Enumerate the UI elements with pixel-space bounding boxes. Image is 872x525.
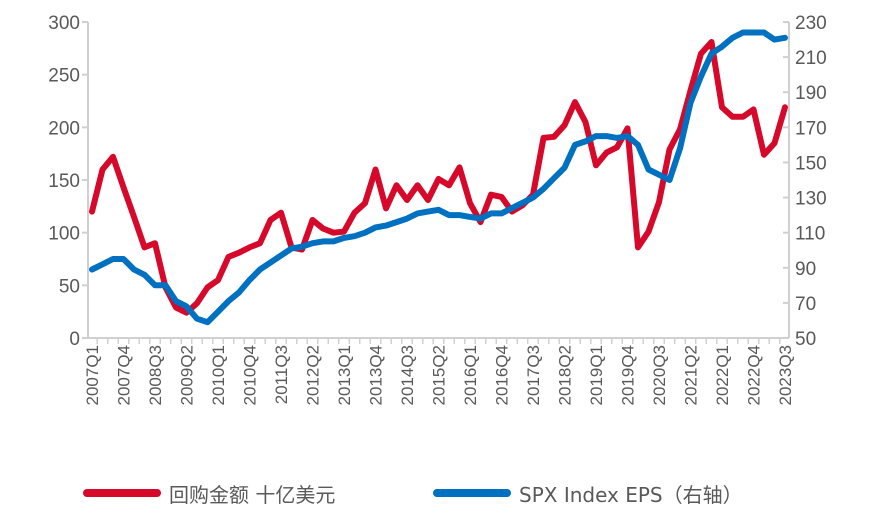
x-axis-tick-label: 2012Q2: [304, 345, 323, 406]
legend-swatch-blue: [433, 489, 511, 497]
axes: 0 50 100 150 200 250 300 50 70 90 110 130 150 170 190 2…: [48, 13, 826, 406]
spx-eps-line: [89, 29, 788, 326]
x-axis-tick-label: 2015Q2: [430, 345, 449, 406]
right-axis-tick-label: 150: [795, 153, 827, 174]
right-axis-tick-label: 110: [795, 224, 825, 245]
x-axis-tick-label: 2010Q4: [241, 345, 260, 406]
left-axis-tick-label: 0: [69, 329, 80, 350]
x-axis-tick-label: 2021Q2: [682, 345, 701, 406]
right-axis-tick-label: 210: [795, 48, 827, 69]
x-axis-tick-label: 2019Q4: [619, 345, 638, 406]
right-axis-tick-label: 230: [795, 13, 827, 34]
legend-item-eps: SPX Index EPS（右轴）: [433, 478, 743, 508]
right-axis-tick-label: 190: [795, 83, 827, 104]
x-axis-tick-label: 2009Q2: [178, 345, 197, 406]
x-axis-tick-label: 2007Q4: [115, 345, 134, 406]
x-axis-tick-label: 2019Q1: [587, 345, 606, 406]
left-axis-tick-label: 150: [48, 171, 80, 192]
x-axis-tick-label: 2013Q1: [335, 345, 354, 406]
legend: 回购金额 十亿美元 SPX Index EPS（右轴）: [0, 478, 872, 508]
x-axis-tick-label: 2018Q2: [556, 345, 575, 406]
x-axis-tick-label: 2010Q1: [209, 345, 228, 406]
legend-label: SPX Index EPS（右轴）: [519, 482, 743, 507]
x-axis-tick-label: 2023Q3: [776, 345, 795, 406]
x-axis-tick-label: 2016Q4: [493, 345, 512, 406]
left-axis-tick-label: 300: [48, 13, 80, 34]
right-axis-tick-label: 70: [795, 294, 816, 315]
x-axis-tick-label: 2013Q4: [367, 345, 386, 406]
legend-label: 回购金额 十亿美元: [169, 482, 336, 507]
x-axis-tick-label: 2022Q1: [713, 345, 732, 406]
series-lines: [89, 29, 788, 326]
x-axis-tick-label: 2007Q1: [83, 345, 102, 406]
x-axis-tick-label: 2008Q3: [146, 345, 165, 406]
x-axis-tick-label: 2014Q3: [398, 345, 417, 406]
legend-item-buyback: 回购金额 十亿美元: [83, 478, 335, 508]
right-axis-tick-label: 50: [795, 329, 816, 350]
left-axis-tick-label: 250: [48, 66, 80, 87]
left-axis-tick-label: 100: [48, 224, 80, 245]
right-axis-tick-label: 130: [795, 189, 827, 210]
x-axis-tick-label: 2016Q1: [461, 345, 480, 406]
left-axis-tick-label: 200: [48, 118, 80, 139]
right-axis-tick-label: 90: [795, 259, 816, 280]
buyback-amount-line: [89, 39, 788, 316]
left-axis-tick-label: 50: [59, 276, 80, 297]
x-axis-tick-label: 2020Q3: [650, 345, 669, 406]
x-axis-tick-label: 2022Q4: [745, 345, 764, 406]
x-axis-tick-label: 2011Q3: [272, 345, 291, 404]
right-axis-tick-label: 170: [795, 118, 827, 139]
x-axis-tick-label: 2017Q3: [524, 345, 543, 406]
legend-swatch-red: [83, 489, 161, 497]
